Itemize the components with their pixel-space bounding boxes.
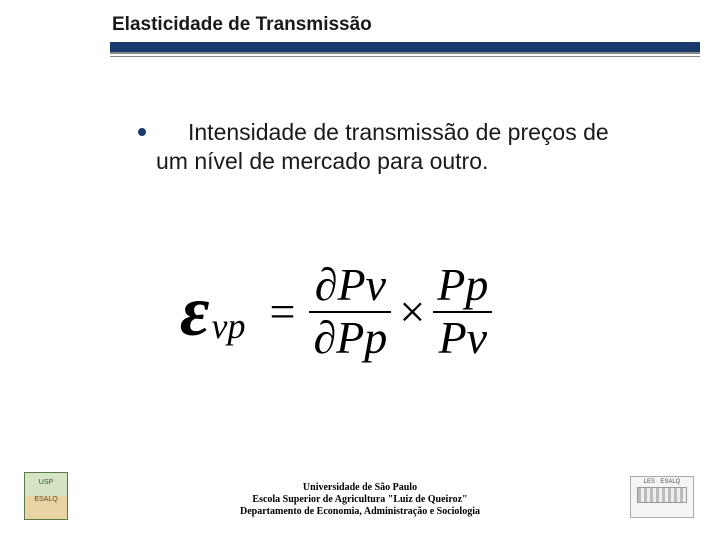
frac2-numerator: Pp [433, 260, 492, 311]
equals-sign: = [270, 285, 296, 338]
header-divider [110, 42, 700, 57]
footer-line2: Escola Superior de Agricultura "Luiz de … [0, 494, 720, 506]
frac1-numerator: ∂Pv [311, 260, 390, 311]
fraction-1: ∂Pv ∂Pp [309, 260, 391, 363]
frac1-denominator: ∂Pp [309, 313, 391, 364]
logo-right-text: LES · ESALQ [631, 479, 693, 485]
fraction-2: Pp Pv [433, 260, 492, 363]
logo-right-building-icon [637, 487, 687, 503]
epsilon-symbol: ε [180, 270, 210, 353]
footer-line3: Departamento de Economia, Administração … [0, 506, 720, 518]
times-sign: × [399, 285, 425, 338]
body-line1: Intensidade de transmissão de [188, 119, 501, 145]
footer-line1: Universidade de São Paulo [0, 482, 720, 494]
body-paragraph: Intensidade de transmissão de preços de … [156, 118, 646, 176]
footer: Universidade de São Paulo Escola Superio… [0, 482, 720, 518]
logo-right: LES · ESALQ [630, 476, 694, 518]
slide-title: Elasticidade de Transmissão [112, 14, 372, 36]
formula: ε vp = ∂Pv ∂Pp × Pp Pv [180, 260, 496, 363]
bullet-icon [138, 128, 146, 136]
epsilon-subscript: vp [212, 305, 246, 347]
frac2-denominator: Pv [435, 313, 492, 364]
